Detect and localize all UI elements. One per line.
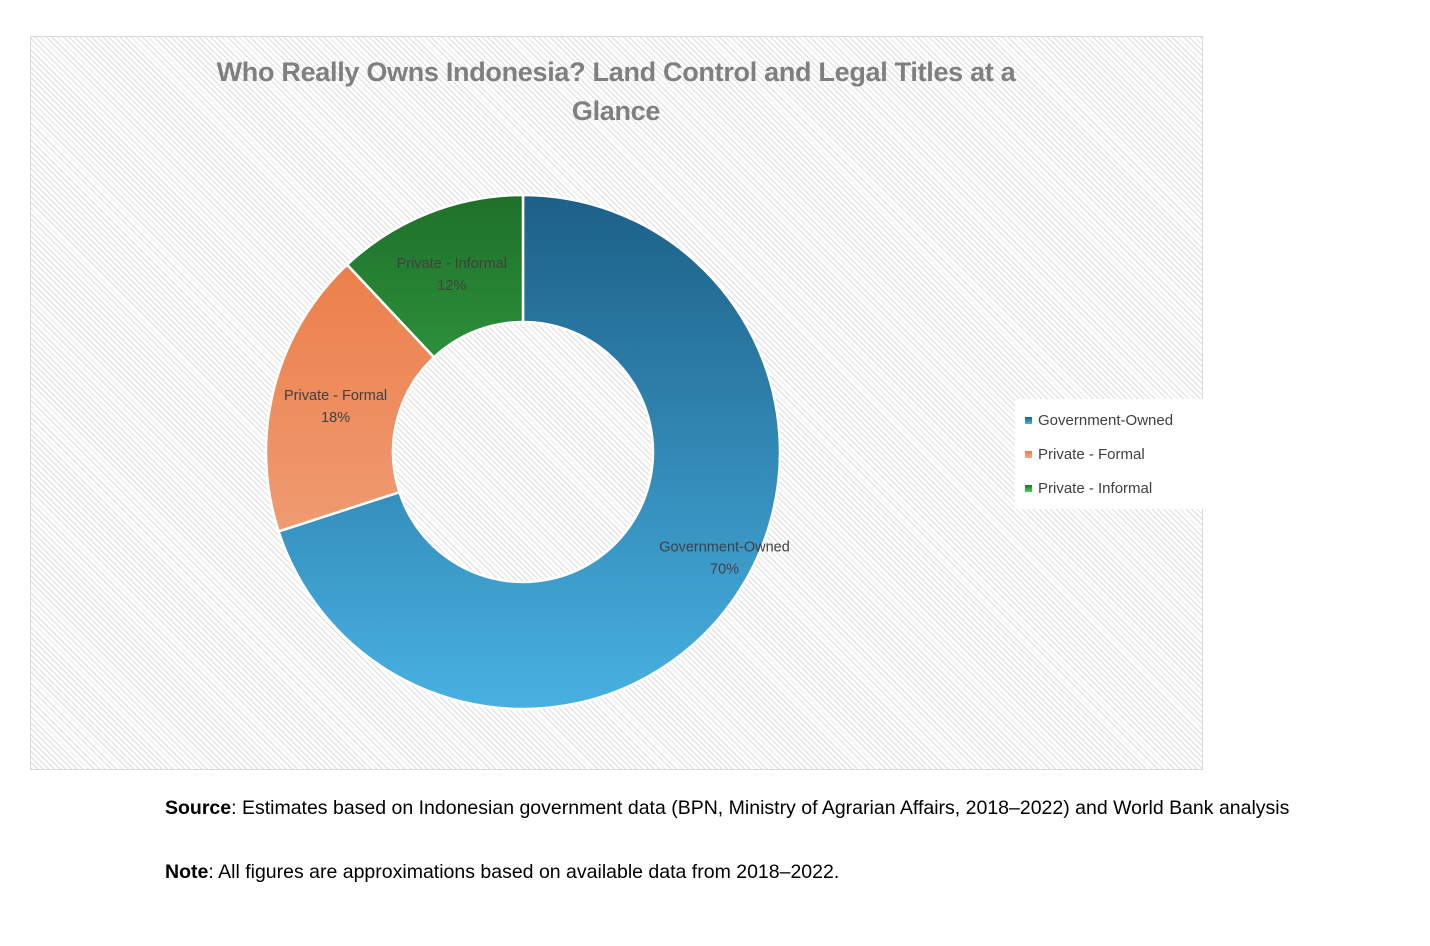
source-text: : Estimates based on Indonesian governme… [231, 797, 1290, 819]
slice-private-informal [345, 193, 525, 360]
slice-value-label: 12% [437, 278, 466, 294]
chart-title: Who Really Owns Indonesia? Land Control … [216, 57, 1016, 126]
slice-category-label: Private - Informal [397, 256, 507, 272]
note-text: : All figures are approximations based o… [208, 861, 840, 883]
legend-swatch-private-informal [1025, 484, 1032, 492]
legend-label: Private - Informal [1038, 479, 1153, 497]
slice-label-government-owned: Government-Owned 70% [659, 540, 790, 578]
legend-item-private-formal: Private - Formal [1025, 437, 1205, 471]
slice-label-private-formal: Private - Formal 18% [284, 388, 387, 426]
legend-label: Private - Formal [1038, 445, 1145, 463]
legend-swatch-private-formal [1025, 450, 1032, 458]
note-label: Note [165, 861, 209, 883]
approximation-note: Note: All figures are approximations bas… [165, 861, 839, 884]
chart-area: Who Really Owns Indonesia? Land Control … [30, 36, 1205, 770]
donut-chart: Government-Owned 70%Private - Formal 18%Pr… [264, 193, 790, 711]
legend-item-private-informal: Private - Informal [1025, 471, 1205, 505]
source-note: Source: Estimates based on Indonesian go… [165, 797, 1289, 820]
slice-label-private-informal: Private - Informal 12% [397, 256, 507, 294]
slice-category-label: Government-Owned [659, 540, 790, 556]
legend-item-government-owned: Government-Owned [1025, 403, 1205, 437]
slice-value-label: 18% [321, 410, 350, 426]
slice-value-label: 70% [710, 562, 739, 578]
slice-private-formal [264, 262, 436, 533]
source-label: Source [165, 797, 232, 819]
slice-category-label: Private - Formal [284, 388, 387, 404]
legend-label: Government-Owned [1038, 411, 1174, 429]
legend-swatch-government-owned [1025, 416, 1032, 424]
chart-legend: Government-Owned Private - Formal Privat… [1015, 399, 1205, 509]
slice-government-owned [277, 193, 782, 711]
